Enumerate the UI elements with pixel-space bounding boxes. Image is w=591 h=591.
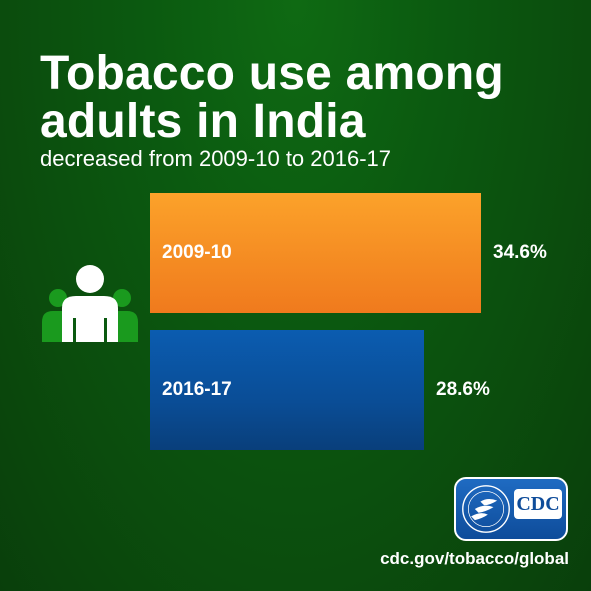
title-line-2: adults in India bbox=[40, 95, 366, 148]
bar-category-label: 2016-17 bbox=[162, 379, 232, 400]
cdc-logo-text: CDC bbox=[514, 489, 562, 519]
bar-value-label: 34.6% bbox=[493, 242, 547, 263]
bar-2016-17 bbox=[150, 330, 424, 450]
people-icon-arm-right bbox=[104, 318, 107, 342]
bar-category-label: 2009-10 bbox=[162, 242, 232, 263]
people-icon bbox=[42, 265, 138, 342]
bar-2009-10 bbox=[150, 193, 481, 313]
chart-subtitle: decreased from 2009-10 to 2016-17 bbox=[40, 146, 392, 171]
people-icon-back-left-head bbox=[49, 289, 67, 307]
source-url[interactable]: cdc.gov/tobacco/global bbox=[380, 549, 569, 568]
bar-value-label: 28.6% bbox=[436, 379, 490, 400]
people-icon-back-right-head bbox=[113, 289, 131, 307]
people-icon-arm-left bbox=[73, 318, 76, 342]
people-icon-front-head bbox=[76, 265, 104, 293]
chart-title: Tobacco use among adults in India bbox=[40, 50, 560, 146]
hhs-eagle-icon bbox=[462, 485, 510, 533]
cdc-logo: CDC bbox=[454, 477, 568, 541]
title-line-1: Tobacco use among bbox=[40, 47, 504, 100]
